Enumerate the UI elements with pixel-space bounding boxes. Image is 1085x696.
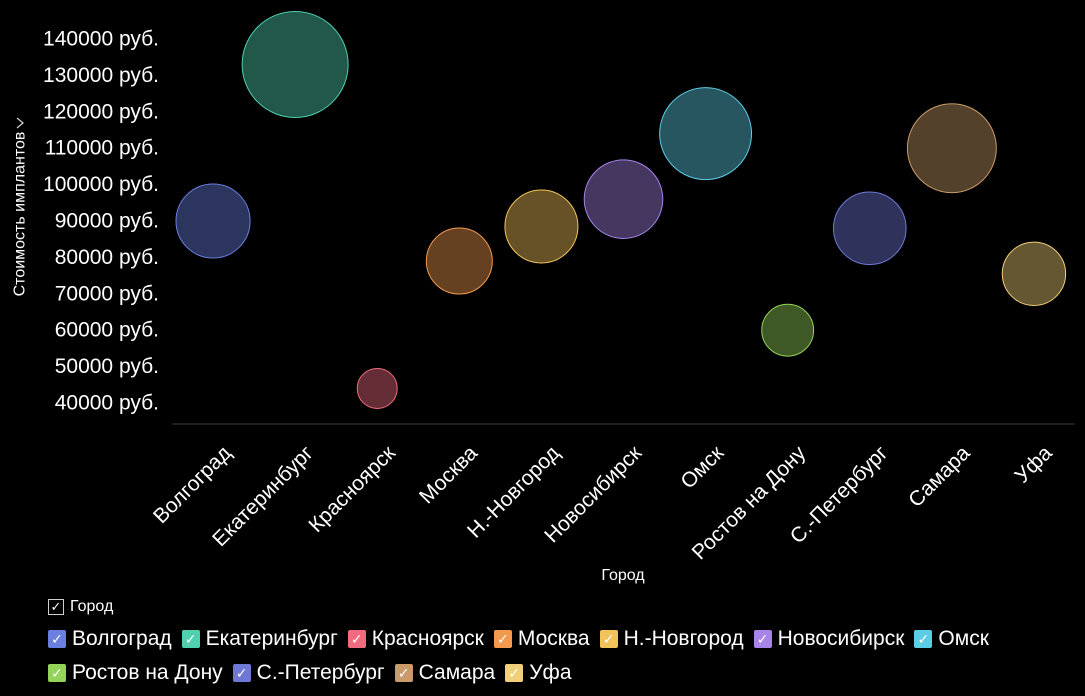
y-axis-title: Стоимость имплантов bbox=[12, 132, 29, 297]
y-tick-label: 60000 руб. bbox=[55, 319, 159, 342]
legend-item[interactable]: ✓ Екатеринбург bbox=[181, 626, 338, 652]
legend-checkbox[interactable]: ✓ bbox=[232, 664, 251, 682]
legend-checkbox[interactable]: ✓ bbox=[914, 630, 933, 648]
legend-checkbox[interactable]: ✓ bbox=[505, 664, 524, 682]
y-tick-label: 70000 руб. bbox=[55, 282, 159, 305]
legend-item[interactable]: ✓ Ростов на Дону bbox=[48, 660, 223, 686]
x-tick-label: Красноярск bbox=[304, 441, 400, 537]
x-tick-label: Уфа bbox=[1010, 441, 1056, 487]
legend: ✓ Город ✓ Волгоград ✓ Екатеринбург ✓ Краснояр… bbox=[48, 596, 1078, 686]
legend-item[interactable]: ✓ Уфа bbox=[505, 660, 572, 686]
x-tick-label: Москва bbox=[415, 441, 482, 508]
bubble[interactable] bbox=[583, 159, 664, 239]
y-tick-label: 100000 руб. bbox=[43, 173, 159, 196]
y-tick-label: 80000 руб. bbox=[55, 246, 159, 269]
y-axis-ticks: 40000 руб. 50000 руб. 60000 руб. 70000 руб.… bbox=[43, 28, 159, 415]
y-axis-title-group: Стоимость имплантов bbox=[12, 117, 29, 297]
legend-checkbox[interactable]: ✓ bbox=[48, 630, 66, 648]
bubble[interactable] bbox=[832, 191, 907, 266]
bubble[interactable] bbox=[356, 367, 398, 409]
bubble[interactable] bbox=[906, 103, 997, 194]
legend-label: Волгоград bbox=[72, 627, 172, 650]
y-tick-label: 130000 руб. bbox=[43, 64, 159, 87]
legend-item[interactable]: ✓ Новосибирск bbox=[753, 626, 905, 652]
y-tick-label: 110000 руб. bbox=[45, 137, 159, 160]
legend-item[interactable]: ✓ Н.-Новгород bbox=[599, 626, 744, 652]
legend-checkbox[interactable]: ✓ bbox=[394, 664, 413, 682]
legend-title: Город bbox=[70, 598, 114, 615]
x-axis-title: Город bbox=[601, 567, 645, 584]
legend-checkbox[interactable]: ✓ bbox=[48, 664, 66, 682]
legend-label: Москва bbox=[517, 627, 590, 650]
bubble[interactable] bbox=[1001, 241, 1067, 306]
legend-label: Н.-Новгород bbox=[623, 627, 744, 650]
bubbles bbox=[175, 10, 1067, 409]
legend-label: Омск bbox=[938, 627, 989, 650]
legend-label: Ростов на Дону bbox=[72, 661, 223, 684]
legend-title-checkbox[interactable]: ✓ bbox=[48, 599, 64, 615]
legend-item[interactable]: ✓ Самара bbox=[394, 660, 496, 686]
legend-label: Екатеринбург bbox=[205, 627, 338, 650]
y-tick-label: 120000 руб. bbox=[43, 100, 159, 123]
legend-checkbox[interactable]: ✓ bbox=[493, 630, 512, 648]
y-tick-label: 40000 руб. bbox=[55, 392, 159, 415]
bubble[interactable] bbox=[504, 189, 579, 264]
bubble[interactable] bbox=[425, 227, 493, 295]
x-tick-label: Волгоград bbox=[149, 441, 236, 528]
legend-checkbox[interactable]: ✓ bbox=[181, 630, 200, 648]
chevron-right-icon[interactable] bbox=[16, 117, 25, 129]
x-tick-label: Самара bbox=[904, 441, 975, 512]
y-tick-label: 140000 руб. bbox=[43, 28, 159, 51]
legend-checkbox[interactable]: ✓ bbox=[599, 630, 618, 648]
bubble[interactable] bbox=[761, 303, 815, 357]
legend-label: Новосибирск bbox=[777, 627, 905, 650]
y-tick-label: 90000 руб. bbox=[55, 210, 159, 233]
legend-title-row[interactable]: ✓ Город bbox=[48, 596, 1078, 618]
legend-item[interactable]: ✓ С.-Петербург bbox=[232, 660, 385, 686]
bubble[interactable] bbox=[175, 183, 251, 259]
bubble[interactable] bbox=[659, 87, 753, 181]
x-tick-label: Омск bbox=[676, 441, 729, 494]
legend-item[interactable]: ✓ Москва bbox=[493, 626, 590, 652]
legend-item[interactable]: ✓ Омск bbox=[914, 626, 989, 652]
legend-label: С.-Петербург bbox=[256, 661, 385, 684]
legend-item[interactable]: ✓ Красноярск bbox=[347, 626, 484, 652]
bubble[interactable] bbox=[241, 10, 349, 118]
legend-label: Красноярск bbox=[371, 627, 484, 650]
legend-items: ✓ Волгоград ✓ Екатеринбург ✓ Красноярск ✓ Москв… bbox=[48, 626, 1078, 686]
legend-label: Уфа bbox=[529, 661, 572, 684]
legend-checkbox[interactable]: ✓ bbox=[753, 630, 772, 648]
legend-item[interactable]: ✓ Волгоград bbox=[48, 626, 172, 652]
legend-checkbox[interactable]: ✓ bbox=[347, 630, 366, 648]
y-tick-label: 50000 руб. bbox=[55, 355, 159, 378]
legend-label: Самара bbox=[418, 661, 496, 684]
bubble-chart: 40000 руб. 50000 руб. 60000 руб. 70000 руб.… bbox=[12, 10, 1075, 584]
